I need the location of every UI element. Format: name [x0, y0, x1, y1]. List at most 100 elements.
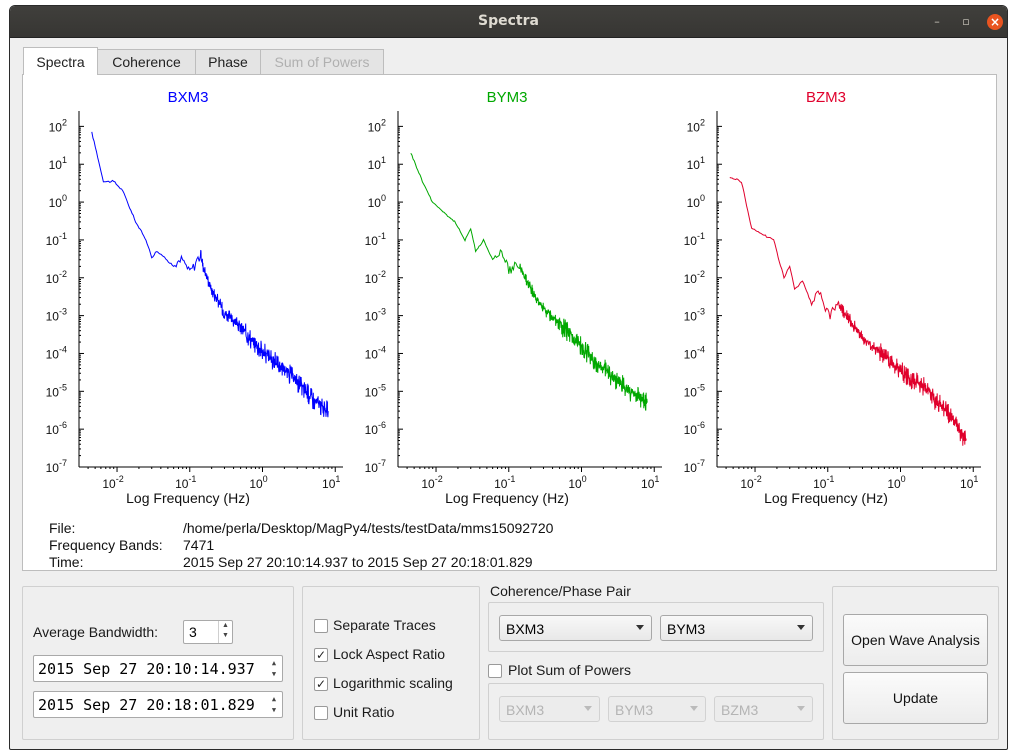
- y-tick-label: 10-3: [684, 307, 705, 324]
- spin-arrows-icon[interactable]: ▲ ▼: [218, 621, 232, 643]
- separate-traces-checkbox[interactable]: [314, 619, 328, 633]
- update-button[interactable]: Update: [843, 672, 988, 724]
- y-tick-label: 10-4: [46, 344, 67, 361]
- spin-arrows-icon[interactable]: ▲ ▼: [271, 659, 277, 678]
- window-title: Spectra: [478, 13, 539, 29]
- plot-bym3: BYM3 102 101 100 10-1 10-2 10-3 10-4 10-5 10-6 10…: [342, 75, 672, 515]
- y-tick-label: 102: [49, 117, 67, 134]
- start-time-edit[interactable]: 2015 Sep 27 20:10:14.937 ▲ ▼: [33, 655, 283, 682]
- minimize-icon[interactable]: –: [934, 15, 940, 28]
- x-tick-label: 10-2: [421, 474, 442, 491]
- y-tick-label: 10-4: [684, 344, 705, 361]
- y-tick-label: 10-3: [46, 307, 67, 324]
- y-tick-label: 10-6: [684, 420, 705, 437]
- plot-bxm3: BXM3 102 101 100 10-1 10-2 10-3 10-4 10-5 10-6 10…: [23, 75, 353, 515]
- sum-powers-checkbox[interactable]: [488, 664, 502, 678]
- log-scaling-label[interactable]: Logarithmic scaling: [333, 675, 453, 691]
- y-tick-label: 100: [687, 193, 705, 210]
- chevron-down-icon: [690, 706, 698, 711]
- y-tick-label: 10-7: [365, 458, 386, 475]
- sum-combo-2: BYM3: [608, 696, 706, 722]
- close-icon[interactable]: ×: [987, 14, 1003, 30]
- log-scaling-checkbox[interactable]: ✓: [314, 677, 328, 691]
- y-tick-label: 10-1: [365, 231, 386, 248]
- y-tick-label: 101: [368, 155, 386, 172]
- y-tick-label: 10-5: [365, 382, 386, 399]
- open-wave-analysis-button[interactable]: Open Wave Analysis: [843, 614, 988, 666]
- spectrum-series-line: [729, 177, 967, 446]
- y-tick-label: 10-6: [46, 420, 67, 437]
- pair-group: BXM3 BYM3: [488, 602, 824, 652]
- x-tick-label: 10-1: [813, 474, 834, 491]
- tab-phase[interactable]: Phase: [195, 49, 261, 76]
- spin-arrows-icon[interactable]: ▲ ▼: [271, 695, 277, 714]
- frequency-bands-label: Frequency Bands:: [49, 537, 163, 553]
- x-axis-label: Log Frequency (Hz): [126, 490, 250, 506]
- separate-traces-label[interactable]: Separate Traces: [333, 617, 436, 633]
- sum-combo-3-value: BZM3: [721, 702, 759, 718]
- file-label: File:: [49, 520, 76, 536]
- options-group: Separate Traces ✓ Lock Aspect Ratio ✓ Lo…: [302, 586, 480, 740]
- y-tick-label: 100: [368, 193, 386, 210]
- chevron-down-icon: [584, 706, 592, 711]
- tab-spectra[interactable]: Spectra: [23, 47, 98, 75]
- x-tick-label: 10-2: [102, 474, 123, 491]
- y-tick-label: 10-5: [684, 382, 705, 399]
- tab-coherence[interactable]: Coherence: [97, 49, 196, 76]
- y-tick-label: 10-1: [684, 231, 705, 248]
- end-time-edit[interactable]: 2015 Sep 27 20:18:01.829 ▲ ▼: [33, 691, 283, 718]
- x-tick-label: 10-1: [494, 474, 515, 491]
- x-axis-label: Log Frequency (Hz): [445, 490, 569, 506]
- y-tick-label: 10-2: [684, 269, 705, 286]
- plot-title: BZM3: [805, 89, 846, 106]
- y-tick-label: 101: [49, 155, 67, 172]
- sum-powers-label[interactable]: Plot Sum of Powers: [508, 662, 631, 678]
- chevron-down-icon: [797, 625, 805, 630]
- x-tick-label: 10-1: [175, 474, 196, 491]
- unit-ratio-label[interactable]: Unit Ratio: [333, 704, 395, 720]
- plot-title: BYM3: [486, 89, 528, 106]
- sum-combo-2-value: BYM3: [615, 702, 654, 718]
- plot-bzm3: BZM3 102 101 100 10-1 10-2 10-3 10-4 10-5 10-6 10…: [661, 75, 991, 515]
- y-tick-label: 102: [368, 117, 386, 134]
- spectrum-series-line: [410, 152, 648, 411]
- maximize-icon[interactable]: ▫: [962, 15, 970, 28]
- pair-b-combo[interactable]: BYM3: [660, 615, 813, 641]
- lock-aspect-ratio-label[interactable]: Lock Aspect Ratio: [333, 646, 446, 662]
- y-tick-label: 10-5: [46, 382, 67, 399]
- plot-svg: 102 101 100 10-1 10-2 10-3 10-4 10-5 10-6 10-7 10-…: [46, 111, 343, 491]
- lock-aspect-ratio-checkbox[interactable]: ✓: [314, 648, 328, 662]
- time-label: Time:: [49, 554, 84, 570]
- y-tick-label: 10-7: [46, 458, 67, 475]
- time-value: 2015 Sep 27 20:10:14.937 to 2015 Sep 27 …: [183, 554, 533, 570]
- x-tick-label: 101: [641, 474, 659, 491]
- avg-bandwidth-value: 3: [189, 624, 197, 640]
- pair-a-value: BXM3: [506, 621, 545, 637]
- sum-combo-3: BZM3: [714, 696, 813, 722]
- y-tick-label: 10-2: [365, 269, 386, 286]
- plot-svg: 102 101 100 10-1 10-2 10-3 10-4 10-5 10-6 10-7 10-…: [684, 111, 981, 491]
- sum-combo-1: BXM3: [499, 696, 600, 722]
- avg-bandwidth-label: Average Bandwidth:: [33, 624, 159, 640]
- actions-group: Open Wave Analysis Update: [832, 586, 999, 740]
- unit-ratio-checkbox[interactable]: [314, 706, 328, 720]
- y-tick-label: 100: [49, 193, 67, 210]
- spectra-window: Spectra – ▫ × Spectra Coherence Phase Su…: [9, 5, 1008, 750]
- y-tick-label: 10-6: [365, 420, 386, 437]
- y-tick-label: 10-2: [46, 269, 67, 286]
- bandwidth-group: Average Bandwidth: 3 ▲ ▼ 2015 Sep 27 20:1…: [22, 586, 294, 740]
- x-tick-label: 100: [249, 474, 267, 491]
- avg-bandwidth-spinbox[interactable]: 3 ▲ ▼: [183, 620, 233, 644]
- title-bar[interactable]: Spectra – ▫ ×: [10, 6, 1007, 38]
- x-axis-label: Log Frequency (Hz): [764, 490, 888, 506]
- pair-a-combo[interactable]: BXM3: [499, 615, 652, 641]
- x-tick-label: 10-2: [740, 474, 761, 491]
- frequency-bands-value: 7471: [183, 537, 215, 553]
- x-tick-label: 101: [960, 474, 978, 491]
- y-tick-label: 10-7: [684, 458, 705, 475]
- x-tick-label: 101: [322, 474, 340, 491]
- y-tick-label: 10-4: [365, 344, 386, 361]
- file-value: /home/perla/Desktop/MagPy4/tests/testDat…: [183, 520, 554, 536]
- start-time-value: 2015 Sep 27 20:10:14.937: [38, 660, 255, 678]
- spectrum-series-line: [91, 131, 329, 418]
